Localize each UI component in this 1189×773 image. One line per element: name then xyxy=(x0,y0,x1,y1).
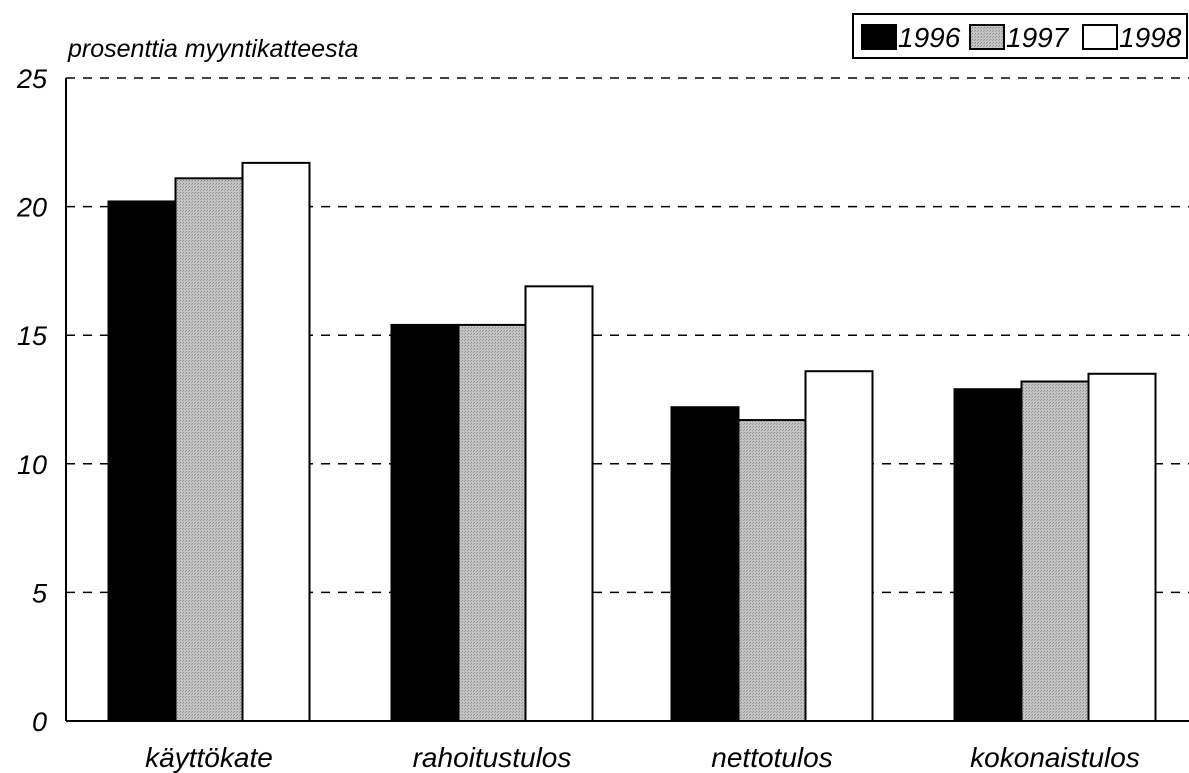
bar-1997-0 xyxy=(174,177,244,723)
legend-box xyxy=(852,13,1188,59)
y-axis-label: prosenttia myyntikatteesta xyxy=(67,35,359,63)
x-category-labels: käyttökate rahoitustulos nettotulos kokonai… xyxy=(145,742,1140,773)
bar-1996-3 xyxy=(953,388,1023,722)
bar-1998-1 xyxy=(524,285,594,722)
bar-1996-0 xyxy=(107,200,177,722)
legend-label-1997: 1997 xyxy=(1006,22,1070,53)
bar-1997-3 xyxy=(1020,380,1090,722)
legend: 1996 1997 1998 xyxy=(852,13,1188,59)
y-tick-labels: 0 5 10 15 20 25 xyxy=(16,64,48,737)
y-tick-label: 5 xyxy=(32,578,48,608)
bar-1997-1 xyxy=(457,323,527,722)
legend-swatch-1996 xyxy=(861,24,897,50)
bar-1996-1 xyxy=(390,323,460,722)
y-tick-label: 25 xyxy=(16,64,48,94)
x-category-label: kokonaistulos xyxy=(970,742,1140,773)
y-tick-label: 20 xyxy=(16,193,47,223)
x-category-label: käyttökate xyxy=(145,742,273,773)
bar-1998-3 xyxy=(1087,372,1157,722)
y-tick-label: 0 xyxy=(32,707,47,737)
bars-group xyxy=(107,161,1157,723)
legend-swatch-1998 xyxy=(1082,24,1118,50)
bar-1998-0 xyxy=(241,161,311,723)
bar-1997-2 xyxy=(737,419,807,722)
y-tick-label: 15 xyxy=(17,321,48,351)
bar-1996-2 xyxy=(670,406,740,722)
bar-1998-2 xyxy=(804,370,874,722)
legend-label-1996: 1996 xyxy=(898,22,961,53)
legend-swatch-1997 xyxy=(969,24,1005,50)
y-tick-label: 10 xyxy=(17,450,47,480)
legend-label-1998: 1998 xyxy=(1119,22,1182,53)
axes xyxy=(65,78,1189,722)
x-category-label: nettotulos xyxy=(711,742,832,773)
x-category-label: rahoitustulos xyxy=(413,742,572,773)
